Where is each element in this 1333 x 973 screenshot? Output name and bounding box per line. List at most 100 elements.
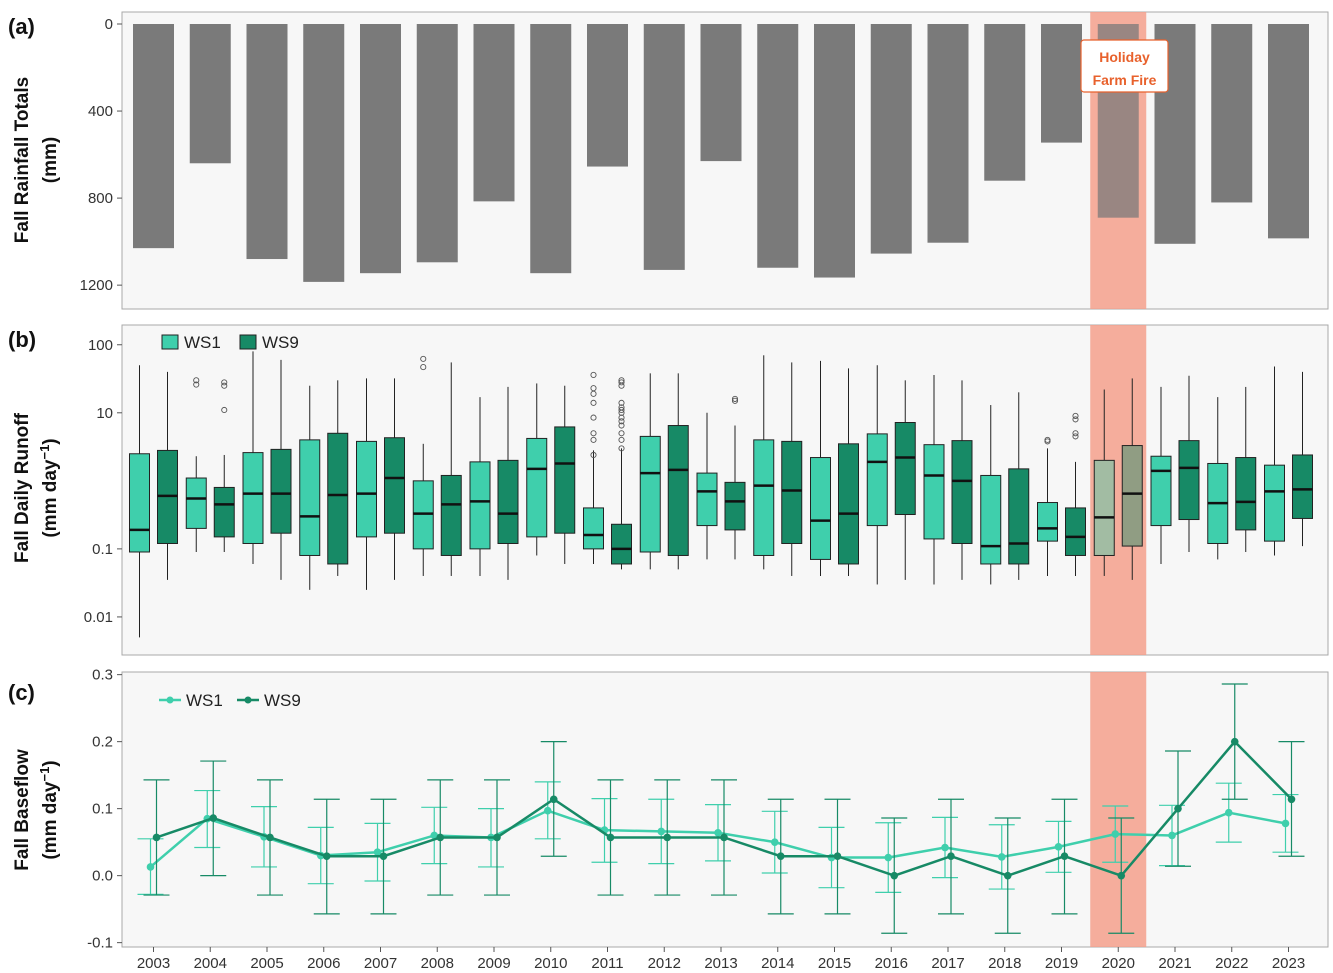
fire-annotation-line2: Farm Fire: [1093, 72, 1157, 88]
point-WS1-2012: [657, 827, 666, 836]
panel-b-boxplots: [129, 351, 1313, 638]
outlier-WS9-2011-3: [618, 399, 625, 406]
point-WS9-2014: [776, 852, 785, 861]
outlier-WS9-2011-2: [618, 382, 625, 389]
panel-c-legend-ws1: WS1: [186, 691, 223, 710]
point-WS9-2004: [209, 814, 218, 822]
box-WS9-2012: [667, 425, 689, 556]
legend-marker-ws9: [244, 696, 252, 704]
box-WS9-2008: [440, 474, 462, 556]
y-tick-label-0.1: 0.1: [92, 801, 113, 818]
y-tick-label-0.1: 0.1: [92, 541, 113, 558]
point-WS1-2013: [714, 828, 722, 837]
panel-c-ylabel-line1: Fall Baseflow: [12, 749, 33, 871]
y-tick-label-0: 0.0: [92, 868, 113, 885]
point-WS1-2019: [1054, 843, 1063, 851]
panel-a-rainfall: 0 400 800 1200 Holiday Farm Fire (a) Fall R…: [8, 11, 1329, 310]
box-WS9-2018: [1008, 468, 1030, 565]
bar-2016: [870, 24, 912, 254]
x-tick-label-2021: 2021: [1158, 955, 1191, 972]
box-WS1-2012: [639, 435, 661, 553]
point-WS1-2003: [146, 863, 155, 871]
point-WS1-2017: [941, 843, 949, 852]
series-WS9: [143, 683, 1305, 934]
outlier-WS1-2004-1: [193, 381, 200, 388]
point-WS1-2023: [1281, 819, 1290, 828]
box-WS1-2023: [1264, 464, 1285, 542]
fire-band: [1090, 325, 1147, 655]
x-tick-label-2019: 2019: [1045, 955, 1078, 972]
panel-b-runoff: 0.01 0.1 10 100 WS1 WS9 (b) Fall Daily Runo…: [8, 324, 1329, 656]
x-tick-label-2005: 2005: [250, 955, 283, 972]
x-tick-label-2006: 2006: [307, 955, 340, 972]
point-WS9-2016: [890, 871, 899, 880]
point-WS9-2013: [720, 833, 728, 842]
bar-2006: [303, 24, 345, 282]
x-tick-label-2010: 2010: [534, 955, 567, 972]
outlier-WS9-2004-1: [221, 382, 228, 389]
x-tick-label-2015: 2015: [818, 955, 851, 972]
box-WS1-2008: [412, 480, 434, 550]
y-tick-label-0.01: 0.01: [84, 609, 113, 626]
bar-2010: [530, 24, 572, 274]
outlier-WS9-2011-5: [618, 406, 625, 414]
box-WS1-2021: [1150, 455, 1172, 527]
point-WS1-2022: [1224, 808, 1233, 817]
bar-2009: [473, 24, 515, 202]
y-tick-label-1200: 1200: [80, 277, 113, 294]
box-WS1-2009: [469, 461, 491, 550]
panel-a-ylabel-line2: (mm): [40, 137, 61, 183]
box-WS9-2022: [1235, 457, 1257, 531]
x-tick-label-2013: 2013: [704, 955, 737, 972]
panel-b-fire-band: [1090, 325, 1147, 655]
bar-2022: [1211, 24, 1253, 203]
x-tick-label-2017: 2017: [931, 955, 964, 972]
outlier-WS9-2019-0: [1072, 412, 1079, 419]
box-WS1-2006: [299, 439, 321, 556]
point-WS9-2018: [1003, 871, 1012, 880]
outlier-WS9-2011-1: [618, 379, 625, 386]
box-WS9-2007: [384, 437, 405, 534]
point-WS1-2008: [430, 831, 439, 840]
box-WS9-2014: [781, 440, 803, 544]
box-WS9-2004: [213, 486, 235, 538]
point-WS9-2003: [152, 833, 161, 842]
fire-annotation: Holiday Farm Fire: [1080, 39, 1169, 93]
bar-2017: [927, 24, 969, 243]
x-tick-label-2020: 2020: [1102, 955, 1135, 972]
panel-b-legend-ws1: WS1: [184, 333, 221, 352]
outlier-WS9-2011-10: [618, 430, 625, 437]
bar-2012: [643, 24, 685, 270]
outlier-WS1-2008-0: [420, 355, 427, 362]
panel-b-legend: WS1 WS9: [161, 333, 299, 352]
bar-2005: [246, 24, 288, 260]
box-WS1-2020: [1093, 459, 1115, 556]
outlier-WS9-2011-7: [618, 414, 625, 421]
outlier-WS1-2011-3: [590, 399, 597, 406]
point-WS1-2018: [997, 853, 1006, 861]
box-WS1-2004: [185, 477, 207, 529]
point-WS1-2016: [884, 853, 893, 862]
panel-b-ylabel-line2: (mm day−1): [37, 438, 61, 537]
panel-a-ylabel-line1: Fall Rainfall Totals: [12, 77, 33, 243]
bar-2023: [1268, 24, 1309, 239]
legend-swatch-ws9: [239, 334, 257, 350]
outlier-WS1-2011-4: [590, 414, 597, 421]
outlier-WS9-2011-11: [618, 436, 625, 443]
y-tick-label--0.1: -0.1: [87, 935, 113, 952]
point-WS9-2021: [1174, 804, 1182, 813]
y-tick-label-100: 100: [88, 337, 113, 354]
bar-2003: [133, 24, 174, 249]
point-WS1-2014: [770, 838, 779, 846]
box-WS9-2021: [1178, 440, 1200, 521]
bar-2019: [1041, 24, 1082, 143]
box-WS1-2019: [1037, 502, 1058, 542]
outlier-WS1-2011-7: [590, 451, 597, 459]
panel-c-fire-band: [1090, 672, 1147, 947]
y-tick-label-0.3: 0.3: [92, 667, 113, 684]
box-WS1-2017: [923, 444, 945, 540]
panel-c-series: [137, 683, 1305, 934]
box-WS1-2013: [696, 472, 718, 527]
point-WS9-2005: [266, 833, 274, 842]
outlier-WS9-2011-12: [618, 445, 625, 452]
